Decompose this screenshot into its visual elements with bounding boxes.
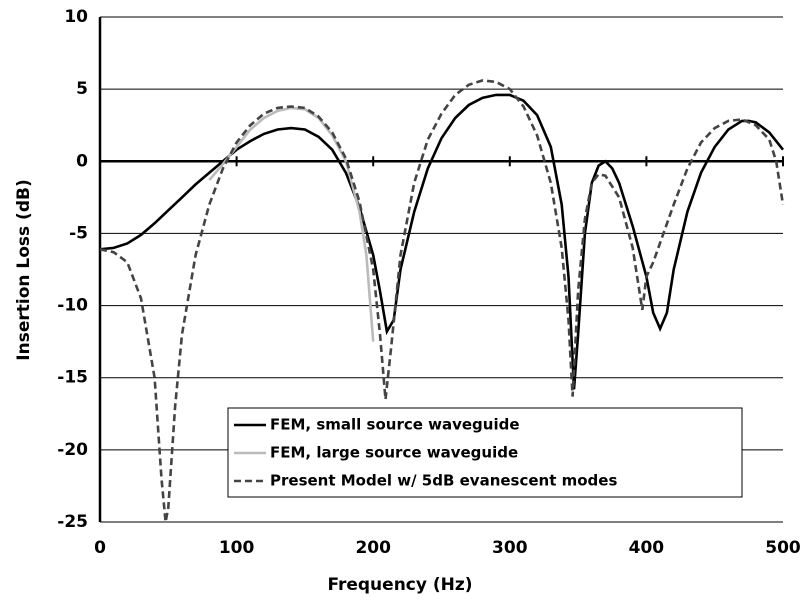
x-axis-title: Frequency (Hz) (327, 575, 472, 595)
legend-label: FEM, large source waveguide (270, 444, 518, 462)
y-axis-title: Insertion Loss (dB) (14, 179, 34, 360)
x-tick-label: 400 (629, 538, 665, 558)
legend-box (227, 407, 743, 498)
y-tick-label: -10 (57, 296, 88, 316)
series-line (99, 93, 785, 390)
series-line (99, 79, 785, 523)
y-tick-label: 0 (76, 151, 88, 171)
series-line (208, 106, 375, 342)
x-tick-label: 300 (492, 538, 528, 558)
x-tick-label: 200 (355, 538, 391, 558)
legend-label: Present Model w/ 5dB evanescent modes (270, 472, 617, 490)
legend-label: FEM, small source waveguide (270, 416, 520, 434)
y-tick-label: 5 (76, 79, 88, 99)
x-tick-label: 100 (219, 538, 255, 558)
y-tick-label: -15 (57, 368, 88, 388)
y-tick-label: -25 (57, 512, 88, 532)
x-tick-label: 0 (94, 538, 106, 558)
legend: FEM, small source waveguide FEM, large so… (227, 407, 743, 498)
y-tick-label: -5 (69, 223, 88, 243)
y-tick-label: -20 (57, 440, 88, 460)
x-tick-label: 500 (765, 538, 801, 558)
y-tick-label: 10 (64, 7, 88, 27)
